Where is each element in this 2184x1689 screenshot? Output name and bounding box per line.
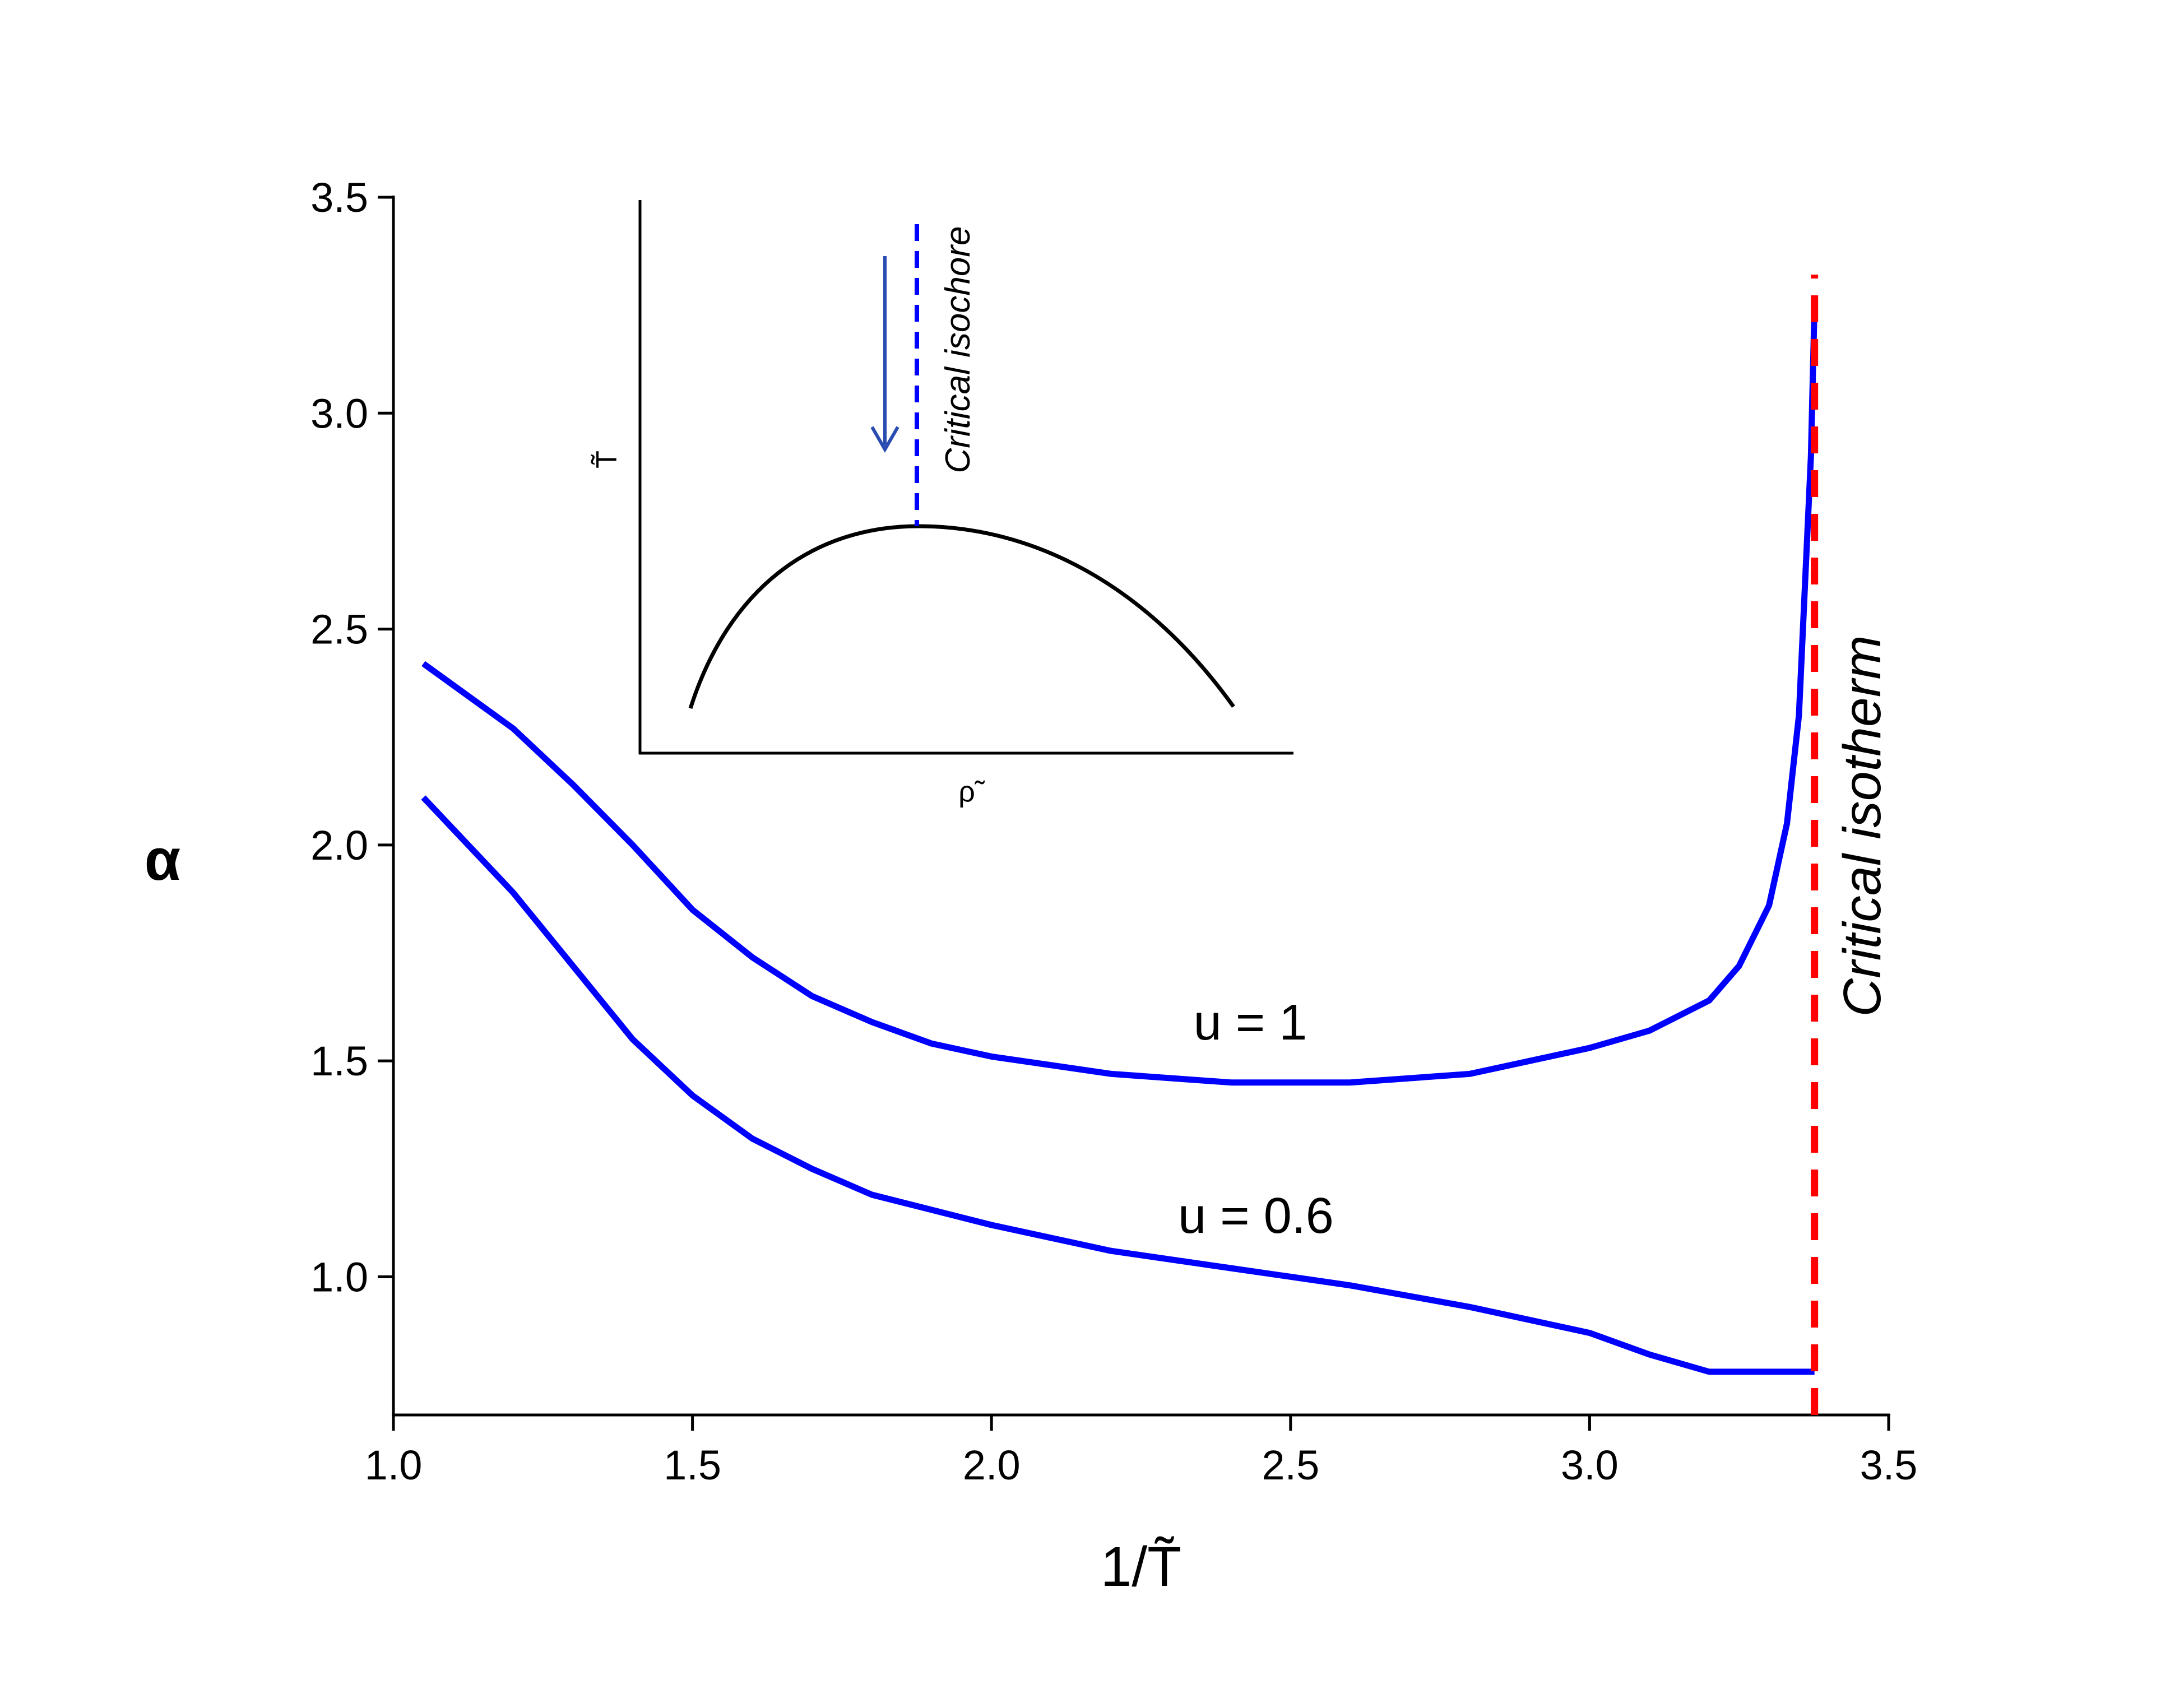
inset-y-label: T̃ <box>590 451 623 468</box>
y-tick-label: 2.5 <box>310 606 368 653</box>
inset-arrow-head <box>870 426 899 453</box>
inset-x-label: ρ̃ <box>958 776 985 808</box>
x-tick-label: 2.0 <box>963 1442 1021 1488</box>
critical-isotherm-label: Critical isotherm <box>1833 635 1892 1017</box>
series-line <box>421 795 1815 1375</box>
y-tick-label: 3.0 <box>310 390 368 437</box>
inset-curve <box>688 524 1235 709</box>
series-line <box>421 305 1818 1086</box>
x-tick-label: 3.5 <box>1860 1442 1918 1488</box>
x-tick-label: 1.5 <box>664 1442 721 1488</box>
series-label: u = 1 <box>1194 995 1307 1051</box>
y-tick-label: 3.5 <box>310 174 368 221</box>
y-tick-label: 2.0 <box>310 822 368 869</box>
x-tick-label: 2.5 <box>1262 1442 1319 1488</box>
y-tick-label: 1.0 <box>310 1254 368 1300</box>
x-tick-label: 3.0 <box>1561 1442 1619 1488</box>
x-axis-label: 1/T̃ <box>1101 1535 1181 1598</box>
inset-annotation: Critical isochore <box>939 226 977 473</box>
series-label: u = 0.6 <box>1178 1188 1334 1244</box>
x-tick-label: 1.0 <box>365 1442 423 1488</box>
inset: Critical isochore ρ̃ T̃ <box>590 200 1293 808</box>
y-tick-label: 1.5 <box>310 1038 368 1084</box>
y-axis-label: α <box>145 827 181 893</box>
